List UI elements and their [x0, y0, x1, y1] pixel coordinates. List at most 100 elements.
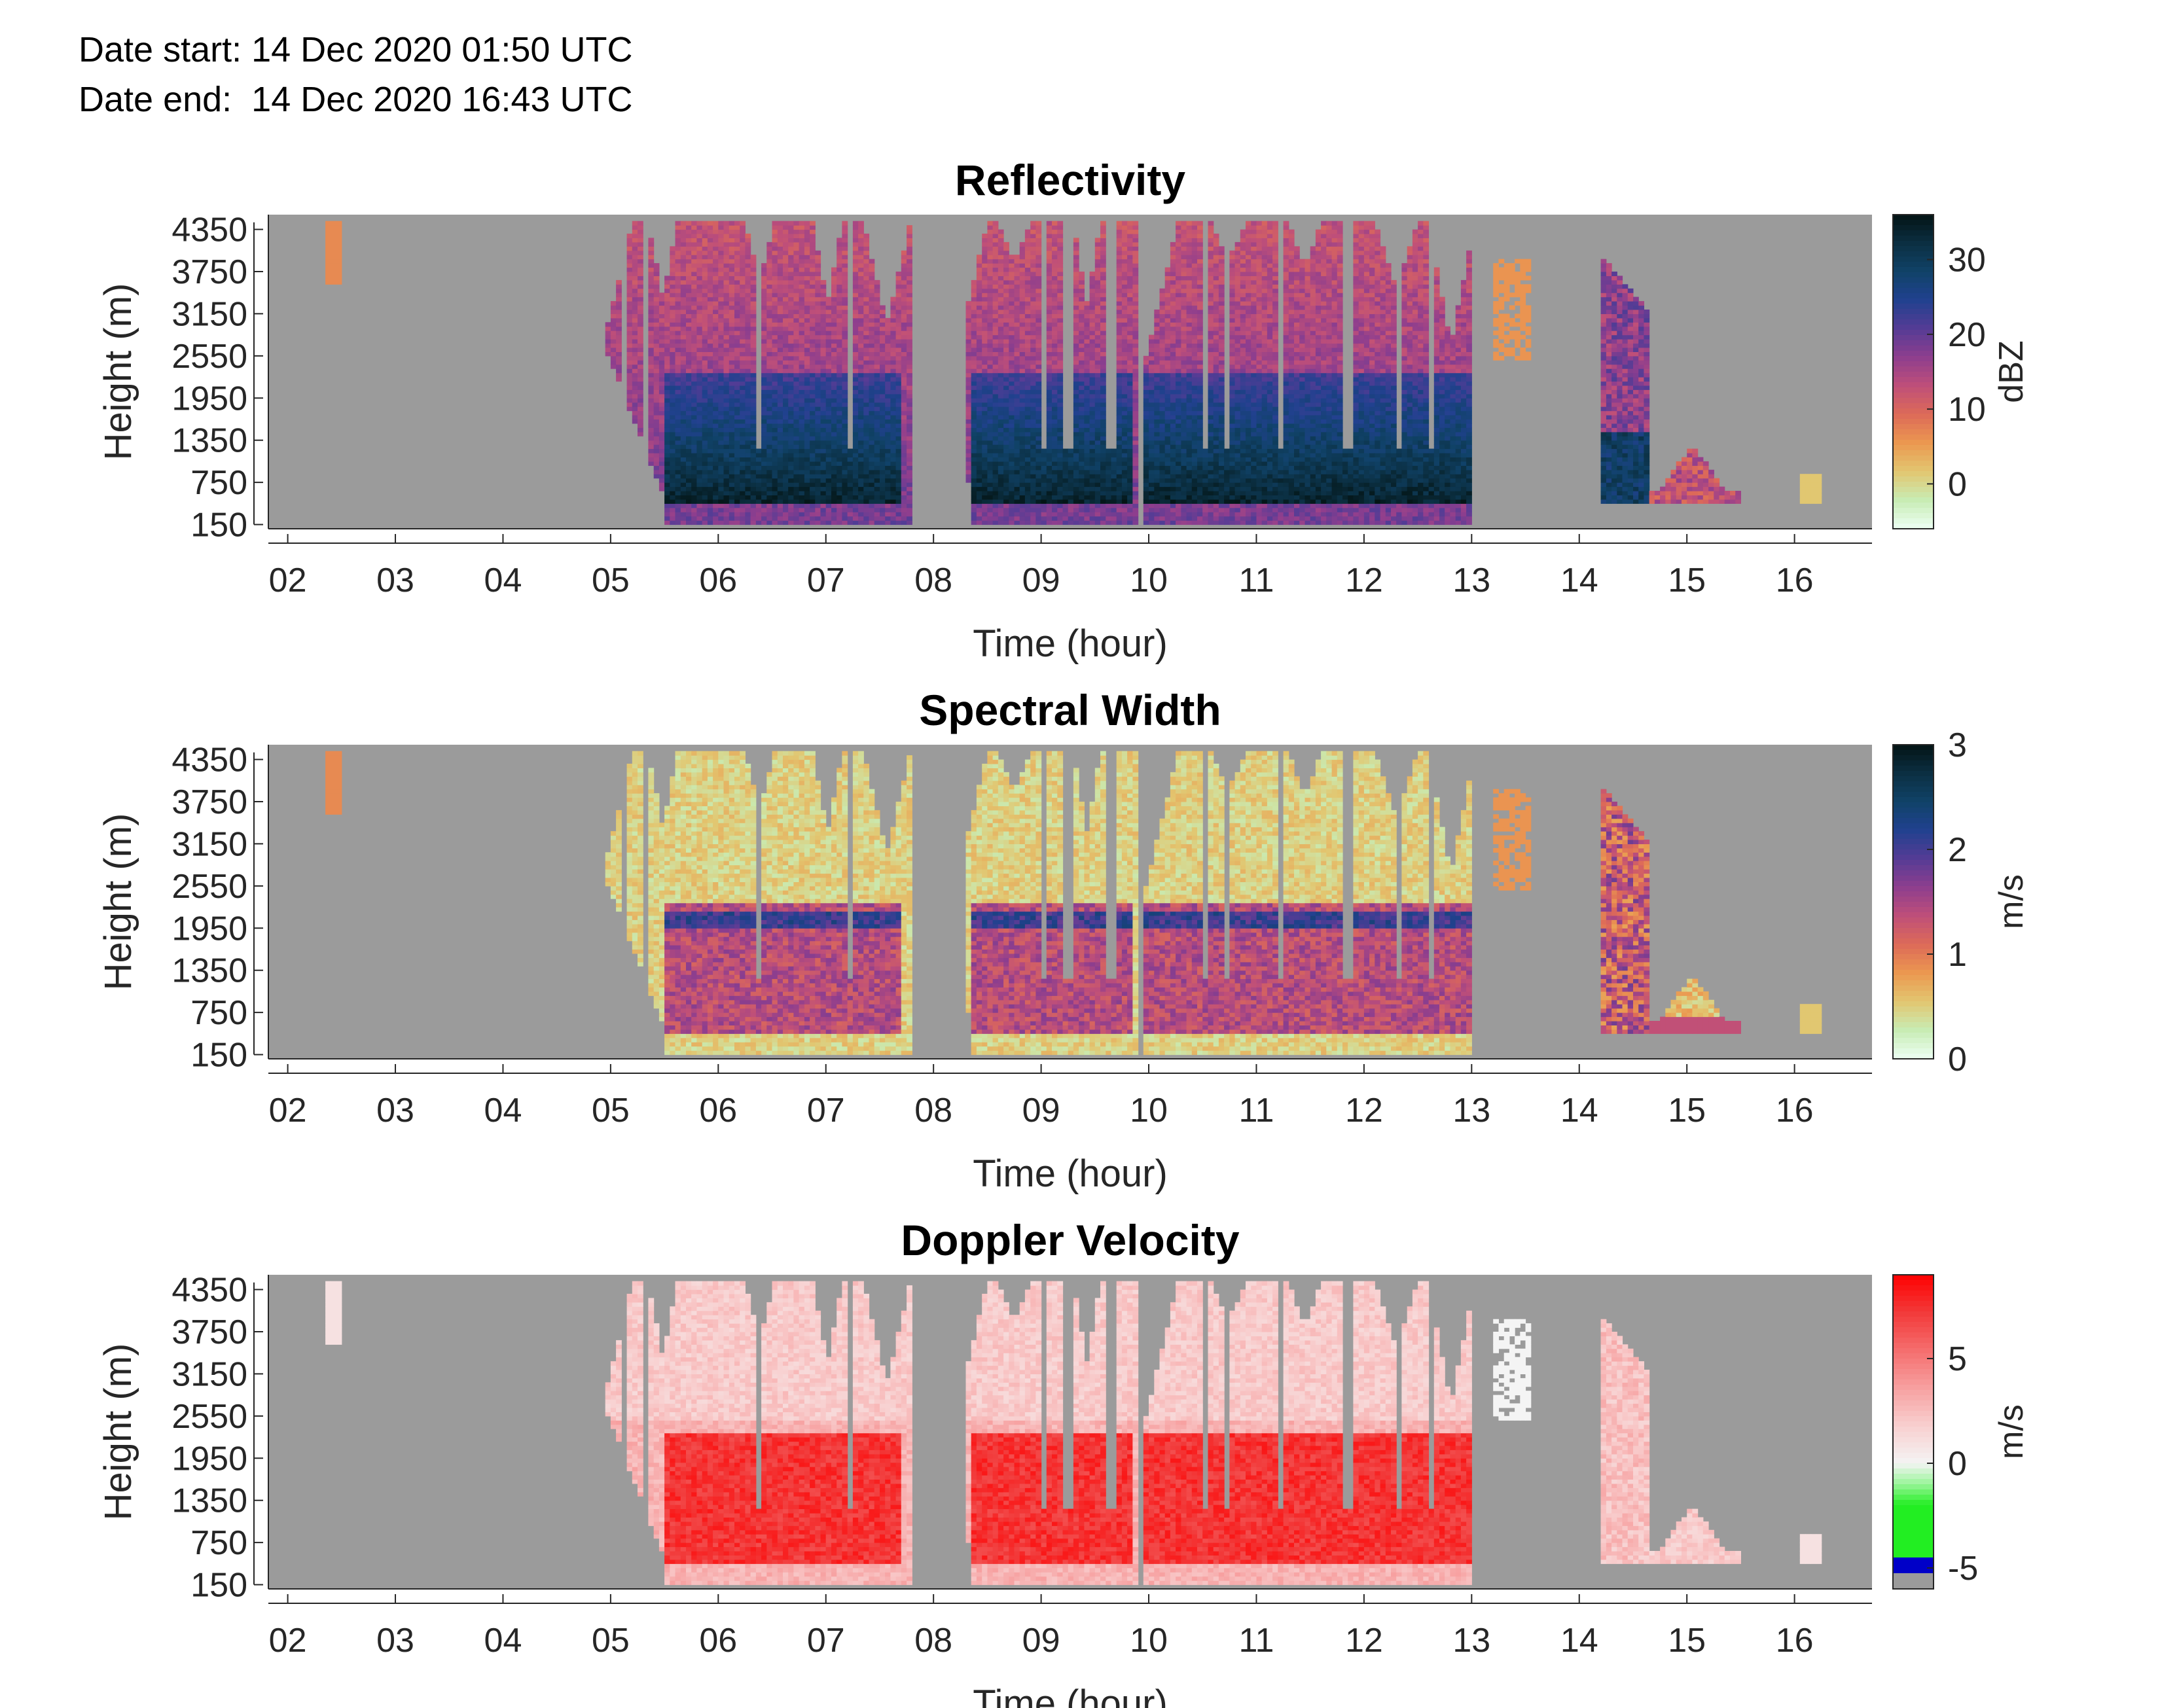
heatmap-cell — [772, 453, 778, 457]
heatmap-cell — [708, 339, 713, 344]
heatmap-cell — [1020, 360, 1026, 365]
heatmap-cell — [740, 478, 746, 483]
heatmap-cell — [1047, 327, 1053, 331]
heatmap-cell — [826, 330, 832, 335]
heatmap-cell — [831, 512, 837, 516]
heatmap-cell — [853, 487, 859, 491]
heatmap-cell — [890, 297, 896, 302]
heatmap-cell — [815, 495, 821, 500]
heatmap-cell — [885, 423, 891, 428]
heatmap-cell — [998, 394, 1004, 399]
heatmap-cell — [766, 351, 772, 356]
heatmap-cell — [837, 491, 842, 495]
heatmap-cell — [890, 356, 896, 361]
heatmap-cell — [691, 457, 697, 462]
heatmap-cell — [654, 373, 660, 378]
heatmap-cell — [907, 284, 912, 289]
heatmap-cell — [901, 495, 907, 500]
heatmap-cell — [810, 453, 816, 457]
heatmap-cell — [659, 313, 665, 318]
heatmap-cell — [654, 356, 660, 361]
heatmap-cell — [1035, 385, 1041, 390]
heatmap-cell — [804, 474, 810, 478]
heatmap-cell — [966, 377, 972, 382]
heatmap-cell — [853, 516, 859, 521]
heatmap-cell — [880, 406, 886, 411]
heatmap-cell — [713, 427, 719, 432]
heatmap-cell — [853, 440, 859, 445]
heatmap-cell — [1079, 457, 1085, 462]
heatmap-cell — [675, 503, 681, 508]
heatmap-cell — [740, 487, 746, 491]
heatmap-cell — [724, 457, 730, 462]
heatmap-cell — [751, 368, 757, 373]
heatmap-cell — [1095, 436, 1101, 440]
heatmap-cell — [1090, 419, 1096, 424]
heatmap-cell — [848, 499, 854, 504]
heatmap-cell — [1095, 499, 1101, 504]
heatmap-cell — [681, 495, 687, 500]
heatmap-cell — [901, 289, 907, 293]
heatmap-cell — [1095, 406, 1101, 411]
heatmap-cell — [853, 263, 859, 268]
heatmap-cell — [1052, 221, 1058, 226]
heatmap-cell — [778, 284, 783, 289]
heatmap-cell — [1025, 242, 1031, 247]
heatmap-cell — [778, 297, 783, 302]
heatmap-cell — [1084, 335, 1090, 340]
heatmap-cell — [681, 377, 687, 382]
heatmap-cell — [686, 339, 692, 344]
heatmap-cell — [1057, 487, 1063, 491]
heatmap-cell — [1035, 440, 1041, 445]
heatmap-cell — [766, 268, 772, 272]
heatmap-cell — [729, 259, 735, 264]
heatmap-cell — [815, 276, 821, 280]
heatmap-cell — [880, 339, 886, 344]
heatmap-cell — [826, 398, 832, 402]
heatmap-cell — [756, 516, 762, 521]
heatmap-cell — [627, 259, 633, 264]
heatmap-cell — [1030, 313, 1036, 318]
heatmap-cell — [858, 389, 864, 394]
heatmap-cell — [793, 301, 799, 306]
heatmap-cell — [863, 495, 869, 500]
heatmap-cell — [804, 373, 810, 378]
heatmap-cell — [837, 503, 842, 508]
heatmap-cell — [761, 491, 767, 495]
heatmap-cell — [729, 297, 735, 302]
heatmap-cell — [729, 246, 735, 251]
heatmap-cell — [788, 394, 794, 399]
heatmap-cell — [804, 327, 810, 331]
heatmap-cell — [1084, 461, 1090, 466]
heatmap-cell — [654, 377, 660, 382]
heatmap-cell — [632, 242, 638, 247]
heatmap-cell — [627, 365, 633, 369]
heatmap-cell — [837, 339, 842, 344]
heatmap-cell — [977, 520, 982, 525]
heatmap-cell — [627, 263, 633, 268]
heatmap-cell — [681, 389, 687, 394]
heatmap-cell — [627, 360, 633, 365]
heatmap-cell — [632, 344, 638, 348]
heatmap-cell — [675, 339, 681, 344]
heatmap-cell — [1003, 373, 1009, 378]
heatmap-cell — [1073, 377, 1079, 382]
heatmap-cell — [815, 411, 821, 416]
heatmap-cell — [1003, 272, 1009, 276]
heatmap-cell — [1100, 330, 1106, 335]
heatmap-cell — [691, 373, 697, 378]
heatmap-cell — [869, 470, 875, 474]
heatmap-cell — [724, 482, 730, 487]
heatmap-cell — [708, 470, 713, 474]
heatmap-cell — [766, 301, 772, 306]
heatmap-cell — [740, 436, 746, 440]
heatmap-cell — [993, 423, 999, 428]
heatmap-cell — [751, 432, 757, 436]
heatmap-cell — [659, 318, 665, 323]
heatmap-cell — [696, 411, 702, 416]
heatmap-cell — [858, 432, 864, 436]
heatmap-cell — [977, 482, 982, 487]
heatmap-cell — [977, 423, 982, 428]
heatmap-cell — [772, 440, 778, 445]
heatmap-cell — [821, 313, 827, 318]
